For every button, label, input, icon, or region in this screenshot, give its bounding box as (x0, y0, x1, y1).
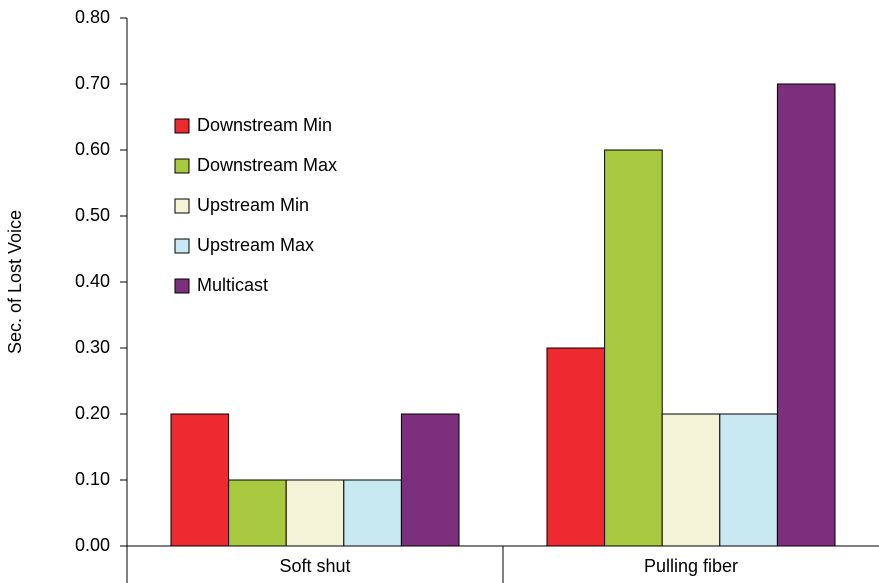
x-tick-label: Pulling fiber (644, 556, 738, 576)
bar (285, 479, 345, 547)
y-tick-label: 0.40 (75, 271, 110, 291)
legend-swatch (174, 278, 190, 294)
legend-label: Upstream Max (197, 235, 314, 255)
y-tick-label: 0.80 (75, 7, 110, 27)
legend-swatch (174, 198, 190, 214)
y-tick-label: 0.30 (75, 337, 110, 357)
legend-label: Downstream Max (197, 155, 337, 175)
bar (719, 413, 778, 547)
bar (228, 479, 287, 547)
bar (170, 413, 230, 547)
x-tick-label: Soft shut (279, 556, 350, 576)
y-axis-label: Sec. of Lost Voice (5, 210, 25, 354)
y-tick-label: 0.50 (75, 205, 110, 225)
y-tick-label: 0.00 (75, 535, 110, 555)
bar (661, 413, 721, 547)
legend-box (163, 100, 399, 302)
bar (546, 347, 606, 547)
legend-swatch (174, 158, 190, 174)
bar (400, 413, 460, 547)
bar (343, 479, 402, 547)
legend-label: Multicast (197, 275, 268, 295)
legend-label: Downstream Min (197, 115, 332, 135)
y-tick-label: 0.60 (75, 139, 110, 159)
y-tick-label: 0.70 (75, 73, 110, 93)
legend-swatch (174, 118, 190, 134)
y-tick-label: 0.20 (75, 403, 110, 423)
bar (776, 83, 836, 547)
bar (604, 149, 663, 547)
y-tick-label: 0.10 (75, 469, 110, 489)
legend-swatch (174, 238, 190, 254)
legend-label: Upstream Min (197, 195, 309, 215)
